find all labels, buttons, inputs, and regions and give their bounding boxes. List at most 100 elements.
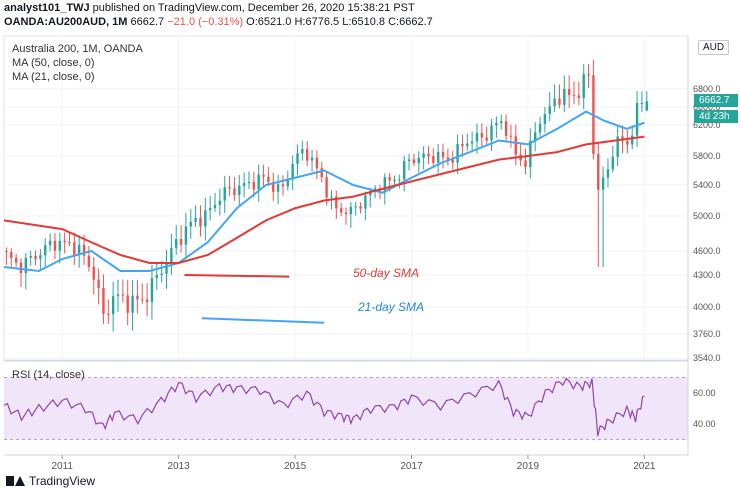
candle-body bbox=[635, 103, 639, 136]
candle bbox=[53, 233, 57, 260]
candle-body bbox=[242, 183, 246, 186]
candle-body bbox=[412, 159, 416, 164]
candles bbox=[5, 60, 648, 332]
candle bbox=[451, 150, 454, 170]
candle-body bbox=[238, 185, 241, 196]
candle-body bbox=[407, 159, 411, 162]
rsi-tick-60.00: 60.00 bbox=[693, 388, 716, 398]
ma21-legend[interactable]: MA (21, close, 0) bbox=[12, 71, 95, 83]
candle bbox=[165, 249, 168, 289]
candle-body bbox=[330, 196, 333, 198]
candle-body bbox=[466, 143, 469, 147]
rsi-panel bbox=[4, 360, 688, 440]
candle bbox=[349, 201, 353, 228]
candle bbox=[170, 233, 173, 275]
candle bbox=[175, 225, 178, 255]
author-name[interactable]: analyst101_TWJ bbox=[4, 2, 90, 14]
candle bbox=[645, 91, 648, 112]
y-tick-5400.0: 5400.0 bbox=[693, 180, 721, 190]
rsi-legend[interactable]: RSI (14, close) bbox=[12, 369, 85, 381]
candle bbox=[461, 134, 464, 158]
y-tick-4600.0: 4600.0 bbox=[693, 246, 721, 256]
candle bbox=[126, 280, 129, 326]
candle bbox=[310, 149, 314, 172]
candle-body bbox=[485, 137, 488, 141]
candle bbox=[145, 283, 149, 317]
candle bbox=[242, 172, 246, 198]
candle bbox=[616, 125, 619, 166]
candle-body bbox=[563, 88, 566, 105]
candle-body bbox=[247, 181, 251, 184]
candle-body bbox=[403, 161, 406, 180]
candle bbox=[398, 174, 401, 189]
candle bbox=[344, 207, 348, 225]
axes: 3540.0 3760.0 4000.0 4300.0 4600.0 5000.0 5400… bbox=[4, 36, 721, 472]
candle-body bbox=[388, 177, 391, 181]
candle-body bbox=[587, 74, 590, 76]
candle-body bbox=[102, 287, 105, 314]
chart-title: Australia 200, 1M, OANDA bbox=[12, 43, 143, 55]
candle-body bbox=[432, 156, 435, 163]
candle-body bbox=[475, 132, 479, 142]
candle-body bbox=[223, 187, 226, 201]
candle bbox=[160, 261, 163, 283]
publish-info: published on TradingView.com, December 2… bbox=[92, 2, 415, 14]
candle bbox=[121, 279, 125, 303]
candle bbox=[257, 164, 260, 202]
candle bbox=[111, 281, 115, 332]
candle-body bbox=[597, 154, 600, 190]
sma21-trendline bbox=[201, 317, 325, 324]
candle bbox=[189, 208, 192, 239]
candle bbox=[301, 140, 304, 161]
candle bbox=[480, 123, 484, 148]
candle-body bbox=[53, 240, 57, 251]
candle bbox=[286, 170, 289, 191]
price-grid bbox=[3, 35, 689, 361]
candle-body bbox=[63, 240, 66, 243]
candle bbox=[204, 197, 207, 241]
candle-body bbox=[150, 278, 154, 302]
ma50-legend[interactable]: MA (50, close, 0) bbox=[12, 57, 95, 69]
candle bbox=[553, 84, 556, 112]
candle-body bbox=[393, 180, 396, 182]
candle-body bbox=[461, 144, 464, 147]
candle bbox=[548, 91, 551, 122]
sma50-annotation: 50-day SMA bbox=[353, 266, 420, 280]
candle bbox=[572, 81, 576, 105]
price-change: −21.0 (−0.31%) bbox=[167, 16, 244, 28]
candle bbox=[267, 166, 270, 187]
candle bbox=[543, 107, 547, 133]
candle bbox=[102, 274, 105, 325]
candle bbox=[14, 253, 18, 267]
high-value: H:6776.5 bbox=[294, 16, 340, 28]
candle-body bbox=[68, 242, 71, 244]
candle-body bbox=[233, 188, 236, 196]
candle-body bbox=[631, 135, 634, 145]
candle-body bbox=[441, 151, 445, 158]
footer-brand[interactable]: TradingView bbox=[6, 474, 95, 488]
candle-body bbox=[325, 177, 328, 198]
candle-body bbox=[310, 157, 314, 161]
candle-body bbox=[170, 247, 173, 263]
candle bbox=[601, 166, 605, 267]
candle-body bbox=[82, 244, 86, 256]
candle-body bbox=[39, 255, 42, 259]
candle bbox=[34, 250, 37, 266]
candle-body bbox=[577, 95, 581, 98]
candle-body bbox=[533, 132, 537, 141]
candle-body bbox=[514, 136, 517, 155]
currency-badge[interactable]: AUD bbox=[698, 40, 730, 55]
y-tick-6600.0: 6600.0 bbox=[693, 102, 721, 112]
candle bbox=[470, 131, 474, 153]
brand-name: TradingView bbox=[29, 474, 96, 488]
candle bbox=[427, 146, 430, 164]
candle-body bbox=[44, 245, 47, 256]
candle bbox=[529, 128, 532, 179]
candle-body bbox=[543, 114, 547, 124]
candle-body bbox=[320, 168, 323, 178]
candle-body bbox=[500, 121, 503, 124]
candle bbox=[563, 75, 566, 113]
candle bbox=[29, 250, 32, 266]
candle bbox=[514, 124, 517, 166]
